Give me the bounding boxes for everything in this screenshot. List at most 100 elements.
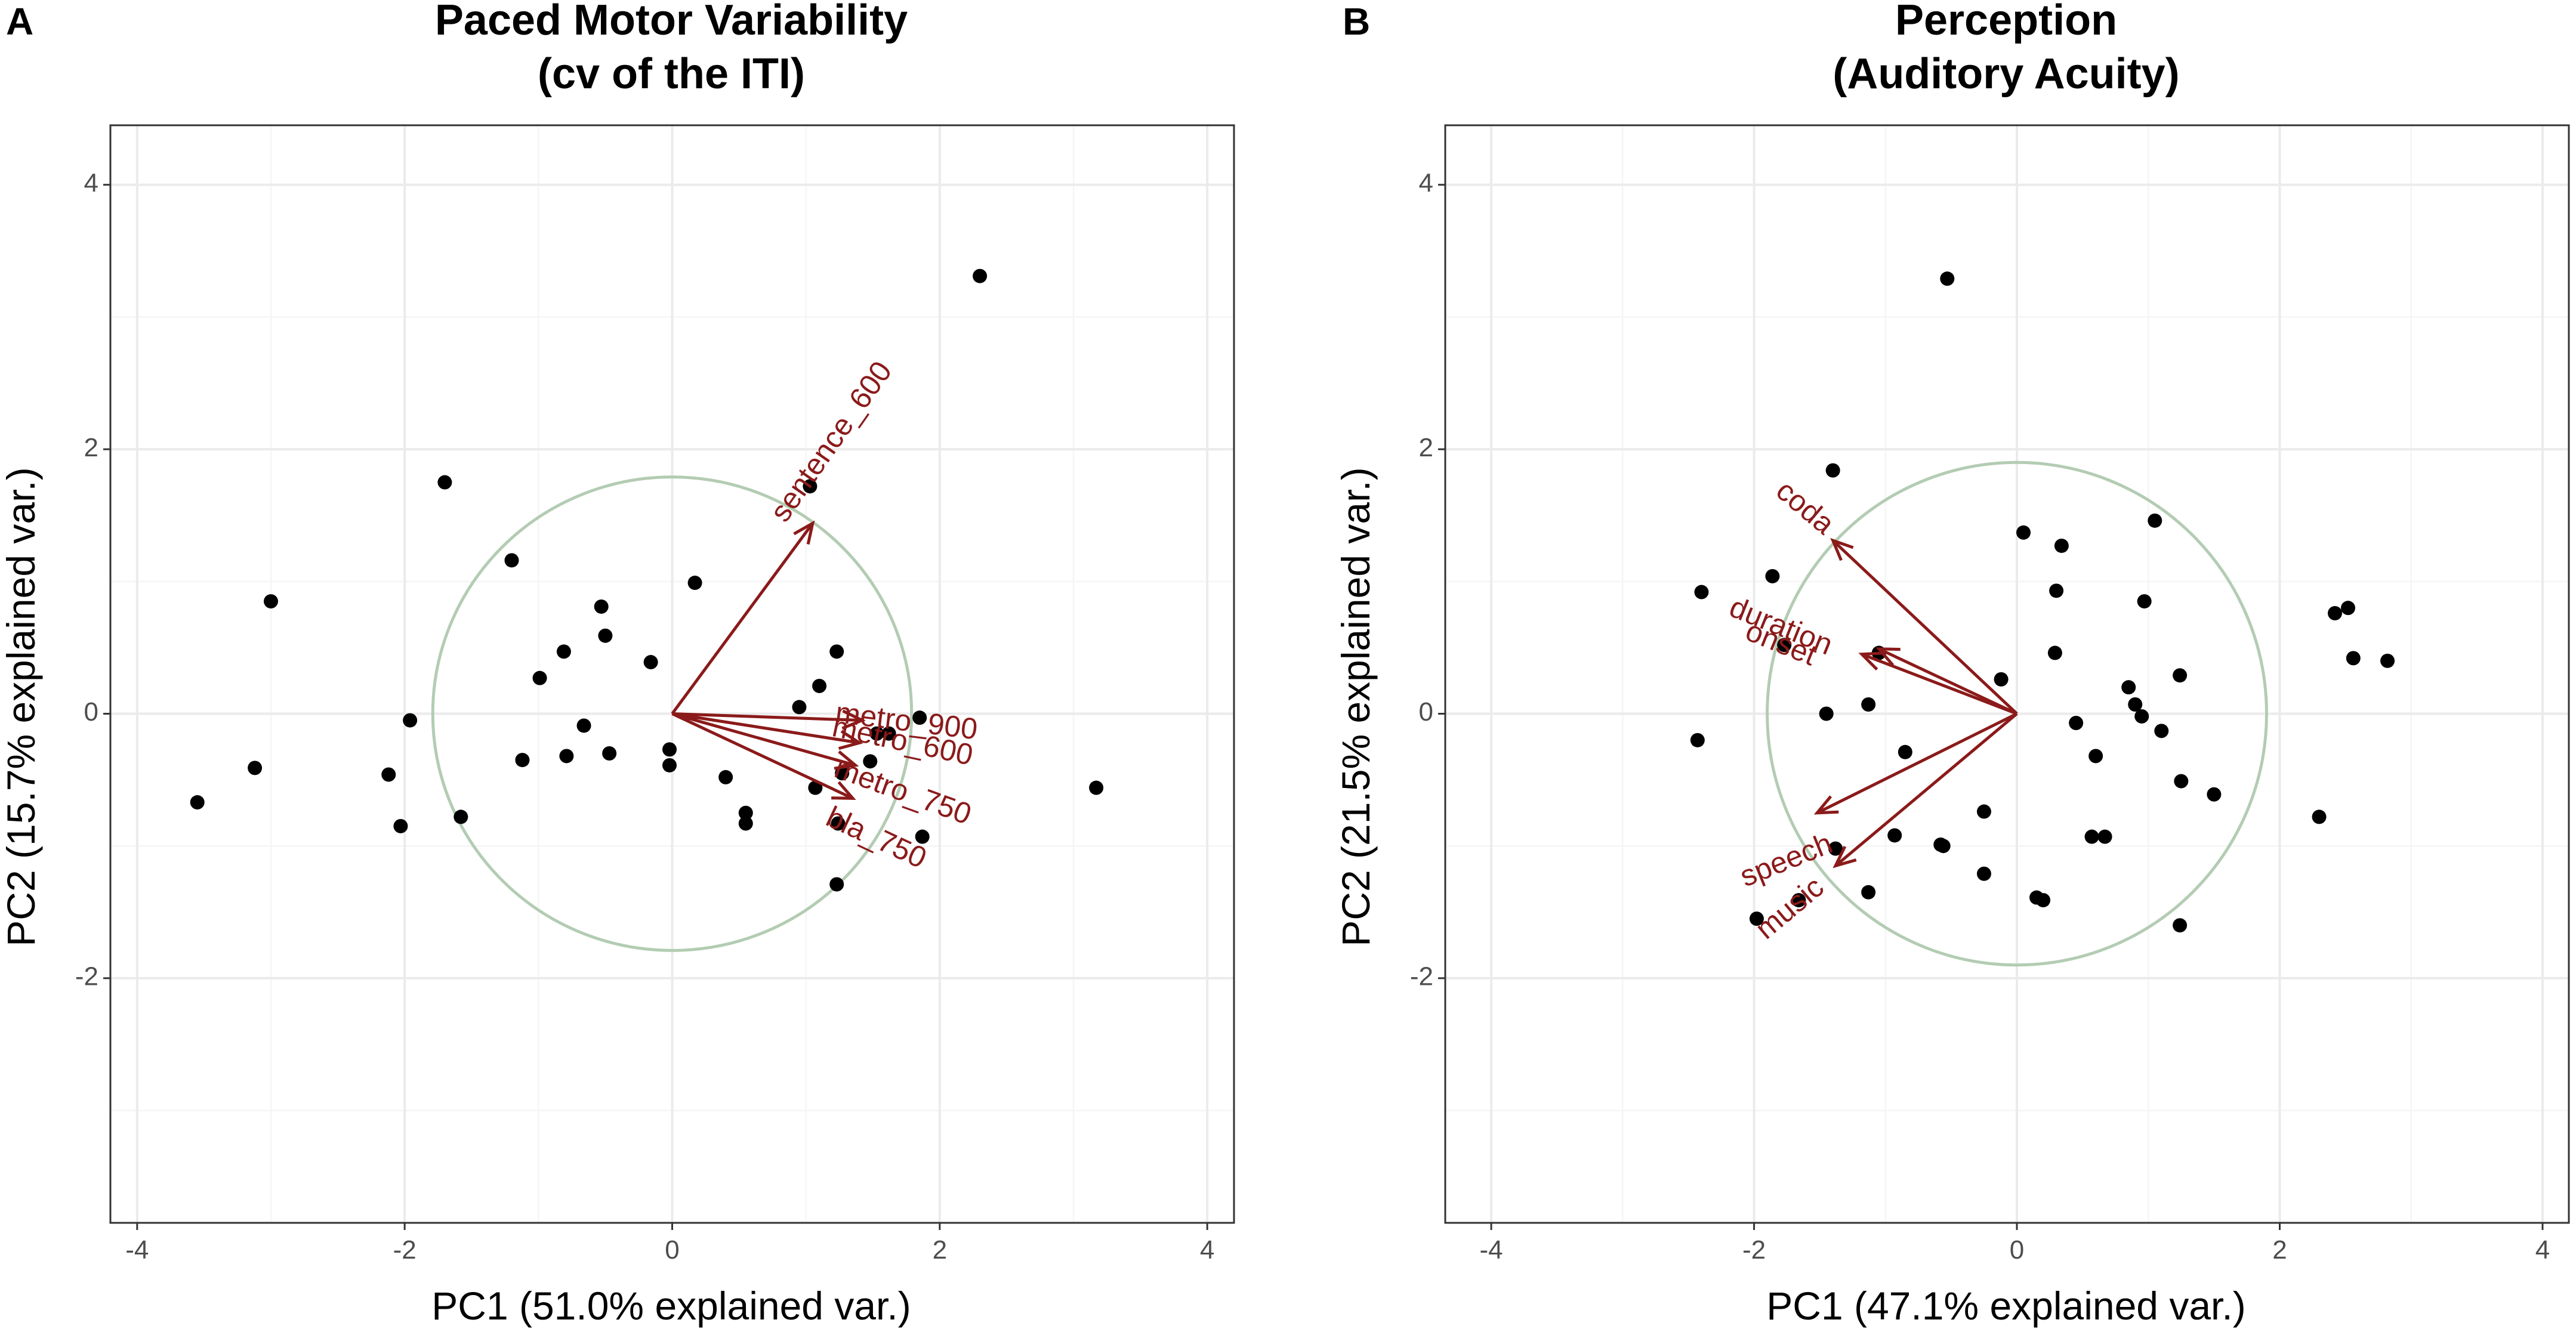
data-point [1976,866,1991,881]
data-point [718,769,733,784]
data-point [2137,594,2152,609]
data-point [738,816,753,831]
arrowhead-coda [1830,537,1854,561]
y-tick-label: 2 [1419,433,1433,462]
arrowhead-duration [1875,647,1901,666]
arrowhead-bla_750 [831,781,856,800]
data-point [687,576,702,591]
arrow-sentence_600 [671,522,814,715]
data-point [576,718,591,733]
data-point [662,742,677,757]
data-point [2134,709,2149,724]
data-point [738,805,753,820]
data-point [869,726,884,741]
arrowhead-sentence_600 [793,520,815,545]
data-point [381,767,396,782]
data-point [2097,829,2112,844]
x-tick-label: 2 [2272,1235,2287,1265]
y-axis-title: PC2 (15.7% explained var.) [0,467,43,946]
arrowhead-metro_750 [834,750,859,770]
chart-title-line2: (Auditory Acuity) [1832,50,2179,98]
data-point [662,758,677,772]
data-point [598,628,613,643]
data-point [2346,651,2361,666]
data-point [2049,583,2064,598]
y-tick-label: 4 [84,168,98,197]
axis-ticks: -4 -2 0 2 4 -2 0 2 4 [75,168,1215,1265]
data-point [2341,601,2356,616]
data-point [643,655,658,670]
panel-letter: B [1343,0,1370,43]
data-point [1898,744,1912,759]
data-point [1933,837,1948,852]
data-point [2207,787,2222,802]
data-point [881,726,896,741]
arrowhead-speech [1813,795,1839,815]
data-point [2069,716,2084,731]
data-point [1861,885,1876,900]
data-point [515,753,530,768]
axis-ticks: -4 -2 0 2 4 -2 0 2 4 [1410,168,2550,1265]
arrow-label: speech [1735,826,1837,893]
data-point [1765,568,1780,583]
data-point [2148,513,2162,528]
arrowhead-onset [1858,651,1884,670]
arrow-label: coda [1770,474,1841,541]
x-axis-title: PC1 (47.1% explained var.) [1766,1284,2245,1328]
data-point [829,644,844,659]
panel-letter: A [6,0,33,43]
data-point [1819,706,1834,721]
data-points [190,268,1104,892]
data-point [437,475,452,490]
data-point [602,746,617,761]
data-point [2121,680,2136,695]
plot-area: sentence_600metro_900metro_600metro_750b… [75,124,1235,1265]
data-point [559,749,574,764]
y-tick-label: -2 [1410,962,1433,991]
data-point [454,809,468,824]
y-tick-label: 4 [1419,168,1433,197]
data-point [2174,774,2189,789]
data-point [2047,645,2062,660]
data-point [2380,653,2395,668]
x-tick-label: 2 [933,1235,947,1265]
data-point [2054,538,2069,553]
arrow-duration [1878,647,2018,715]
data-point [594,599,609,614]
data-point [2173,918,2188,933]
x-tick-label: -4 [125,1235,149,1265]
data-point [1777,638,1792,653]
data-point [2312,809,2327,824]
x-tick-label: 0 [2010,1235,2024,1265]
data-point [264,594,278,609]
data-point [504,553,519,568]
arrow-coda [1831,539,2018,715]
arrow-onset [1861,653,2017,715]
gridlines [1445,125,2569,1223]
data-point [393,818,408,833]
data-point [1828,841,1843,856]
data-point [915,829,930,844]
arrow-bla_750 [671,712,854,800]
data-point [2128,697,2143,712]
data-point [2088,749,2103,764]
data-point [190,795,205,810]
data-point [2084,829,2099,844]
data-point [556,644,571,659]
data-point [2154,724,2169,738]
data-point [792,700,807,715]
x-tick-label: -2 [1742,1235,1766,1265]
data-point [1940,271,1955,286]
data-point [1887,828,1902,843]
data-point [973,268,988,283]
data-point [1976,804,1991,819]
chart-title-line2: (cv of the ITI) [538,50,805,98]
arrowhead-metro_600 [838,730,863,750]
x-tick-label: 4 [2535,1235,2550,1265]
correlation-circle [431,475,914,952]
y-tick-label: 0 [1419,697,1433,727]
data-points [1690,271,2395,933]
arrowhead-music [1832,845,1857,869]
